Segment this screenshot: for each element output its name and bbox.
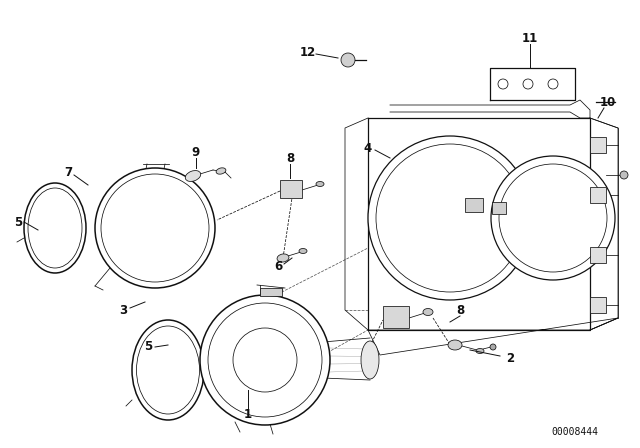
- Ellipse shape: [299, 249, 307, 254]
- Bar: [590, 297, 606, 313]
- Circle shape: [498, 79, 508, 89]
- Circle shape: [523, 79, 533, 89]
- Text: 6: 6: [274, 259, 282, 272]
- Circle shape: [95, 168, 215, 288]
- Ellipse shape: [186, 171, 201, 181]
- Ellipse shape: [448, 340, 462, 350]
- Ellipse shape: [277, 254, 289, 262]
- Bar: [590, 187, 606, 203]
- Bar: [280, 180, 302, 198]
- Ellipse shape: [316, 181, 324, 186]
- Ellipse shape: [361, 341, 379, 379]
- Bar: [343, 56, 353, 64]
- Text: 8: 8: [456, 303, 464, 316]
- Ellipse shape: [216, 168, 226, 174]
- Text: 8: 8: [286, 151, 294, 164]
- Circle shape: [200, 295, 330, 425]
- Circle shape: [368, 136, 532, 300]
- Bar: [465, 198, 483, 212]
- Circle shape: [548, 79, 558, 89]
- Text: 4: 4: [364, 142, 372, 155]
- Ellipse shape: [132, 320, 204, 420]
- Circle shape: [491, 156, 615, 280]
- Text: 5: 5: [144, 340, 152, 353]
- Circle shape: [341, 53, 355, 67]
- Bar: [492, 202, 506, 214]
- Text: 12: 12: [300, 46, 316, 59]
- Text: 5: 5: [14, 215, 22, 228]
- Bar: [260, 288, 282, 296]
- Bar: [590, 137, 606, 153]
- Text: 10: 10: [600, 95, 616, 108]
- Ellipse shape: [24, 183, 86, 273]
- Text: 3: 3: [119, 303, 127, 316]
- Text: 11: 11: [522, 31, 538, 44]
- Text: 2: 2: [506, 352, 514, 365]
- Bar: [590, 247, 606, 263]
- Circle shape: [620, 171, 628, 179]
- Ellipse shape: [423, 309, 433, 315]
- Text: 7: 7: [64, 165, 72, 178]
- Text: 00008444: 00008444: [552, 427, 598, 437]
- Text: 1: 1: [244, 409, 252, 422]
- Text: 9: 9: [192, 146, 200, 159]
- Bar: [383, 306, 409, 328]
- Ellipse shape: [476, 349, 484, 353]
- Circle shape: [490, 344, 496, 350]
